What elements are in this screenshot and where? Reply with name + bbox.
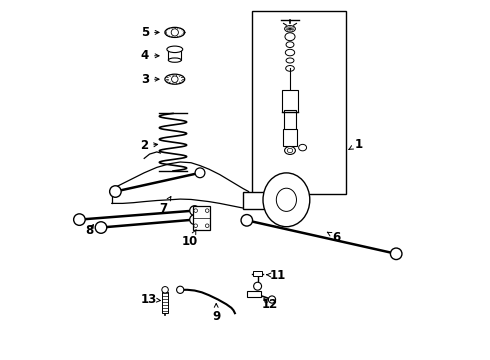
Ellipse shape	[285, 147, 295, 154]
Bar	[169, 49, 181, 60]
Bar	[162, 292, 169, 313]
Ellipse shape	[276, 188, 296, 211]
Ellipse shape	[169, 58, 181, 62]
Ellipse shape	[285, 49, 294, 56]
Text: 11: 11	[267, 269, 286, 282]
Circle shape	[176, 286, 184, 293]
Text: 9: 9	[212, 303, 220, 323]
Ellipse shape	[287, 148, 293, 153]
Circle shape	[194, 224, 197, 228]
Text: 10: 10	[182, 229, 198, 248]
Ellipse shape	[165, 27, 185, 37]
Text: 8: 8	[85, 224, 94, 237]
Ellipse shape	[286, 66, 294, 71]
Circle shape	[205, 209, 209, 212]
Ellipse shape	[286, 42, 294, 48]
Bar	[284, 110, 296, 130]
Bar	[283, 129, 297, 146]
Circle shape	[190, 206, 199, 216]
Circle shape	[172, 76, 178, 82]
Circle shape	[74, 214, 85, 225]
Ellipse shape	[286, 58, 294, 63]
Bar	[193, 206, 210, 230]
Bar	[247, 291, 261, 297]
Circle shape	[205, 224, 209, 228]
Text: 2: 2	[140, 139, 158, 152]
Text: 4: 4	[141, 49, 159, 62]
Text: 7: 7	[159, 197, 171, 215]
Circle shape	[195, 168, 205, 178]
Ellipse shape	[285, 26, 295, 32]
Bar	[253, 271, 262, 276]
Bar	[243, 192, 272, 209]
Text: 12: 12	[261, 298, 278, 311]
Bar	[282, 90, 298, 112]
Ellipse shape	[167, 46, 183, 53]
Bar	[252, 11, 346, 194]
Ellipse shape	[285, 33, 295, 41]
Circle shape	[194, 209, 197, 212]
Circle shape	[241, 215, 252, 226]
Text: 13: 13	[141, 293, 160, 306]
Circle shape	[391, 248, 402, 260]
Circle shape	[171, 29, 178, 36]
Text: 1: 1	[349, 138, 363, 150]
Circle shape	[95, 222, 107, 233]
Circle shape	[162, 287, 169, 293]
Circle shape	[190, 215, 199, 225]
Text: 3: 3	[141, 73, 159, 86]
Ellipse shape	[165, 74, 185, 84]
Text: 5: 5	[141, 26, 159, 39]
Ellipse shape	[298, 144, 307, 151]
Circle shape	[254, 282, 262, 290]
Text: 6: 6	[327, 231, 341, 244]
Circle shape	[269, 296, 275, 303]
Ellipse shape	[263, 173, 310, 227]
Circle shape	[110, 186, 121, 197]
